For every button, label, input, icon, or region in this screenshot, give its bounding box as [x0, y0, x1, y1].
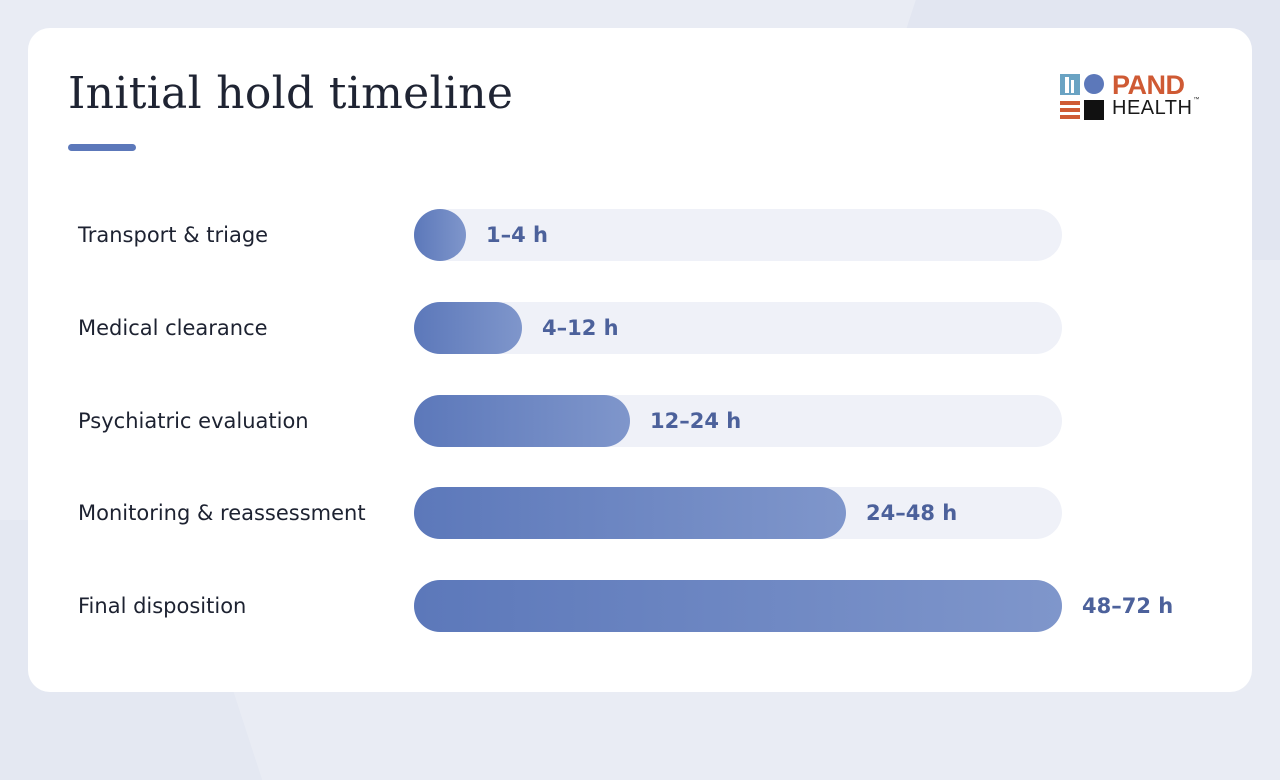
bar: [414, 301, 522, 354]
bar: [414, 580, 1062, 632]
logo-wordmark-health: HEALTH: [1112, 97, 1193, 119]
page-title: Initial hold timeline: [68, 68, 514, 119]
content-card: Initial hold timeline PAND HEALTH™ Trans…: [28, 28, 1252, 692]
pand-health-logo-icon: [1060, 74, 1104, 120]
bar-value-label: 24–48 h: [866, 501, 958, 526]
bar: [414, 209, 466, 261]
bar: [414, 487, 846, 540]
logo-wordmark-top: PAND: [1112, 70, 1185, 100]
timeline-bar-chart: Transport & triage 1–4 h Medical clearance…: [28, 28, 1252, 692]
title-underline: [68, 144, 136, 151]
bar-value-label: 4–12 h: [542, 315, 619, 340]
bar-value-label: 1–4 h: [486, 223, 548, 247]
pand-health-logo: PAND HEALTH™: [1058, 70, 1218, 124]
category-label: Monitoring & reassessment: [78, 501, 366, 526]
category-label: Transport & triage: [78, 223, 269, 247]
category-label: Medical clearance: [78, 315, 268, 340]
logo-trademark: ™: [1193, 97, 1200, 103]
bar-value-label: 48–72 h: [1082, 594, 1174, 618]
category-label: Final disposition: [78, 594, 247, 618]
bar-track: [414, 301, 1062, 354]
category-label: Psychiatric evaluation: [78, 408, 309, 433]
bar-value-label: 12–24 h: [650, 408, 742, 433]
bar: [414, 394, 630, 447]
bar-track: [414, 209, 1062, 261]
logo-wordmark-bottom: HEALTH™: [1112, 97, 1200, 120]
